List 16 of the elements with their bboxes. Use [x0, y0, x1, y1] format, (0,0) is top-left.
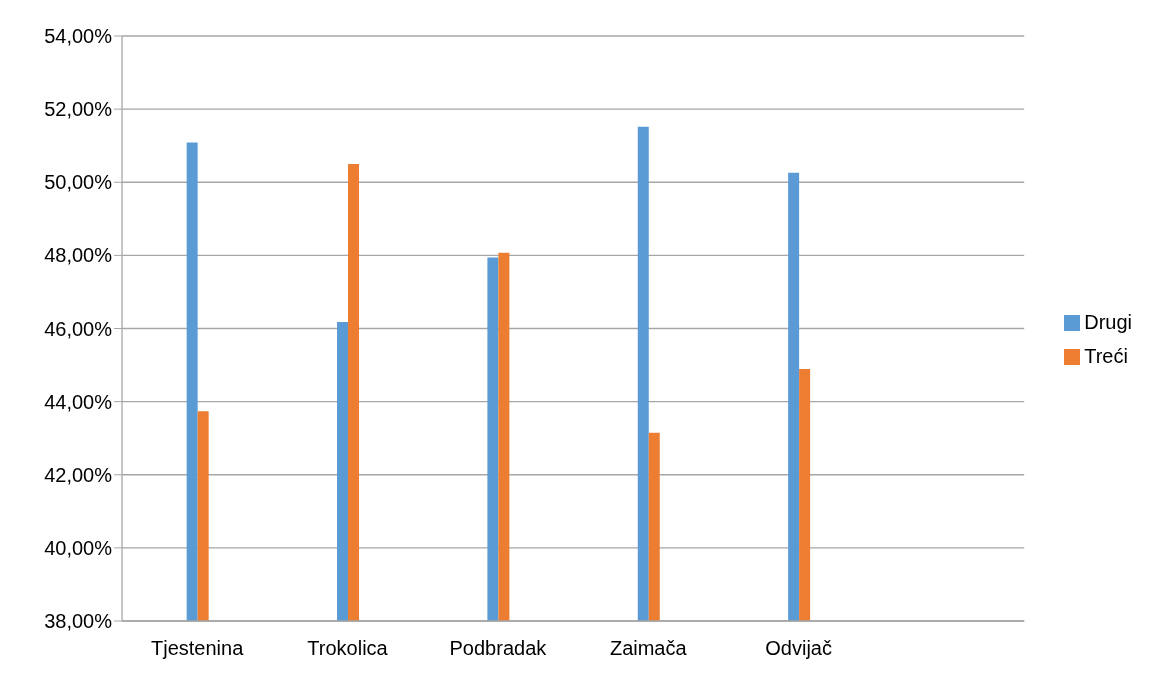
- x-tick-label: Tjestenina: [151, 637, 245, 660]
- y-tick-label: 40,00%: [44, 536, 113, 559]
- y-tick-label: 38,00%: [44, 610, 113, 633]
- y-tick-label: 48,00%: [44, 244, 113, 267]
- y-tick-label: 42,00%: [44, 463, 113, 486]
- x-tick-label: Odvijač: [765, 637, 832, 660]
- x-tick-label: Podbradak: [449, 637, 548, 660]
- legend-label: Treći: [1084, 344, 1128, 367]
- y-tick-label: 46,00%: [44, 317, 113, 340]
- x-tick-label: Trokolica: [307, 637, 389, 660]
- x-tick-label: Zaimača: [609, 637, 688, 660]
- legend-label: Drugi: [1084, 310, 1132, 333]
- y-tick-label: 54,00%: [44, 25, 113, 48]
- y-tick-label: 44,00%: [44, 390, 113, 413]
- y-tick-label: 52,00%: [44, 98, 113, 121]
- y-tick-label: 50,00%: [44, 171, 113, 194]
